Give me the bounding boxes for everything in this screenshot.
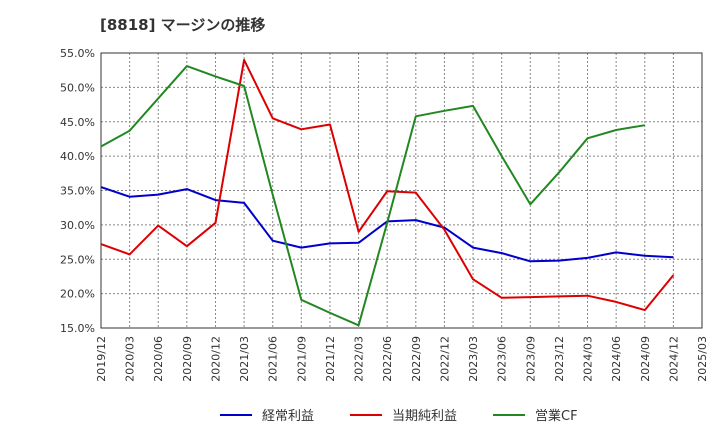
y-axis: 15.0% 20.0% 25.0% 30.0% 35.0% 40.0% 45.0% 50.0%… xyxy=(60,47,95,335)
y-tick-label: 45.0% xyxy=(60,116,95,129)
x-tick-label: 2021/09 xyxy=(295,336,308,382)
x-tick-label: 2025/03 xyxy=(696,336,709,382)
series-lines xyxy=(100,58,675,327)
y-tick-label: 15.0% xyxy=(60,322,95,335)
y-tick-label: 25.0% xyxy=(60,253,95,266)
legend-label: 当期純利益 xyxy=(392,409,457,424)
y-tick-label: 20.0% xyxy=(60,288,95,301)
x-tick-label: 2020/06 xyxy=(152,336,165,382)
series-line xyxy=(100,65,645,327)
x-tick-label: 2020/09 xyxy=(181,336,194,382)
x-axis: 2019/12 2020/03 2020/06 2020/09 2020/12 2021/… xyxy=(95,336,709,382)
y-tick-label: 35.0% xyxy=(60,185,95,198)
legend-item: 営業CF xyxy=(493,408,578,424)
x-tick-label: 2022/06 xyxy=(381,336,394,382)
x-tick-label: 2024/12 xyxy=(667,336,680,382)
legend-item: 当期純利益 xyxy=(350,409,457,424)
legend-item: 経常利益 xyxy=(220,409,314,424)
x-tick-label: 2023/06 xyxy=(496,336,509,382)
chart-title: [8818] マージンの推移 xyxy=(100,16,266,34)
x-tick-label: 2024/06 xyxy=(610,336,623,382)
x-tick-label: 2020/03 xyxy=(124,336,137,382)
x-tick-label: 2022/12 xyxy=(438,336,451,382)
y-tick-label: 30.0% xyxy=(60,219,95,232)
legend-label: 経常利益 xyxy=(262,409,314,424)
y-tick-label: 50.0% xyxy=(60,81,95,94)
x-tick-label: 2024/09 xyxy=(639,336,652,382)
x-tick-label: 2021/03 xyxy=(238,336,251,382)
x-tick-label: 2022/03 xyxy=(353,336,366,382)
plot-area xyxy=(100,52,703,329)
series-line xyxy=(100,58,675,312)
legend-label: 営業CF xyxy=(535,408,578,424)
legend: 経常利益 当期純利益 営業CF xyxy=(220,408,578,424)
x-tick-label: 2023/09 xyxy=(524,336,537,382)
x-tick-label: 2021/12 xyxy=(324,336,337,382)
x-tick-label: 2023/12 xyxy=(553,336,566,382)
x-tick-label: 2024/03 xyxy=(582,336,595,382)
x-tick-label: 2020/12 xyxy=(209,336,222,382)
x-tick-label: 2022/09 xyxy=(410,336,423,382)
y-tick-label: 40.0% xyxy=(60,150,95,163)
x-tick-label: 2019/12 xyxy=(95,336,108,382)
x-tick-label: 2021/06 xyxy=(267,336,280,382)
x-tick-label: 2023/03 xyxy=(467,336,480,382)
y-tick-label: 55.0% xyxy=(60,47,95,60)
